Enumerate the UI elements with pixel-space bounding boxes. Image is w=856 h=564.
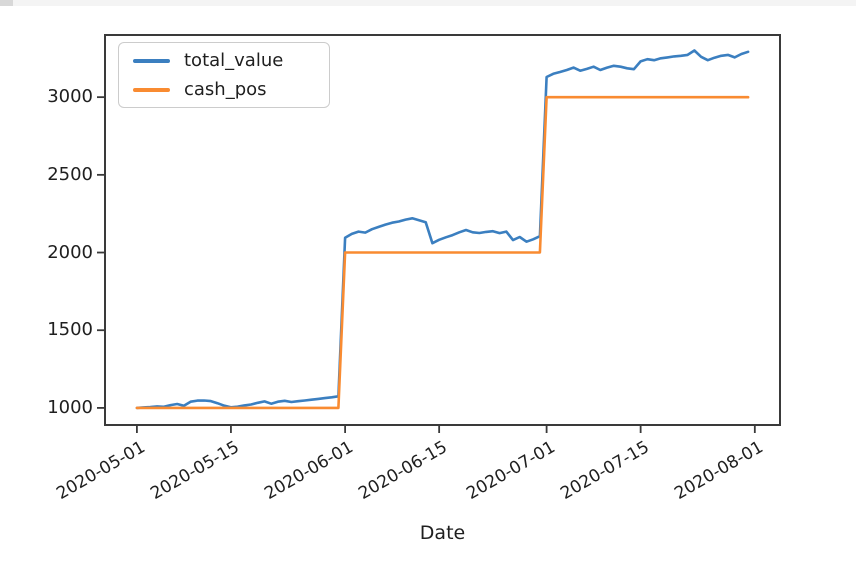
- y-tick-label: 1500: [47, 319, 93, 341]
- x-axis-title: Date: [419, 522, 466, 544]
- line-cash_pos: [135, 95, 750, 410]
- legend: total_value cash_pos: [118, 42, 330, 108]
- y-tick-label: 3000: [47, 86, 93, 108]
- window-corner-accent: [0, 0, 13, 8]
- chart-canvas: [97, 34, 781, 433]
- y-tick-label: 2500: [47, 163, 93, 185]
- legend-label-cash-pos: cash_pos: [184, 78, 267, 100]
- legend-label-total-value: total_value: [184, 49, 284, 71]
- legend-entry-cash-pos: cash_pos: [133, 78, 315, 100]
- axes-spines: [104, 34, 781, 426]
- window-top-strip: [0, 0, 856, 6]
- y-tick-label: 2000: [47, 241, 93, 263]
- y-tick-label: 1000: [47, 396, 93, 418]
- cash-pos-line-swatch: [133, 87, 170, 92]
- line-total_value: [135, 49, 750, 410]
- legend-entry-total-value: total_value: [133, 49, 315, 71]
- total-value-line-swatch: [133, 58, 170, 63]
- chart-figure: 1000 1500 2000 2500 3000 2020-05-01 2020-05-1…: [0, 6, 856, 564]
